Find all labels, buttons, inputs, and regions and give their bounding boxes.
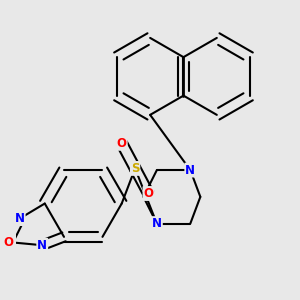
Text: O: O	[143, 187, 154, 200]
Text: S: S	[131, 162, 139, 175]
Text: N: N	[37, 239, 47, 252]
Text: N: N	[15, 212, 25, 225]
Text: N: N	[185, 164, 195, 177]
Text: O: O	[3, 236, 13, 248]
Text: N: N	[152, 217, 162, 230]
Text: O: O	[117, 137, 127, 150]
